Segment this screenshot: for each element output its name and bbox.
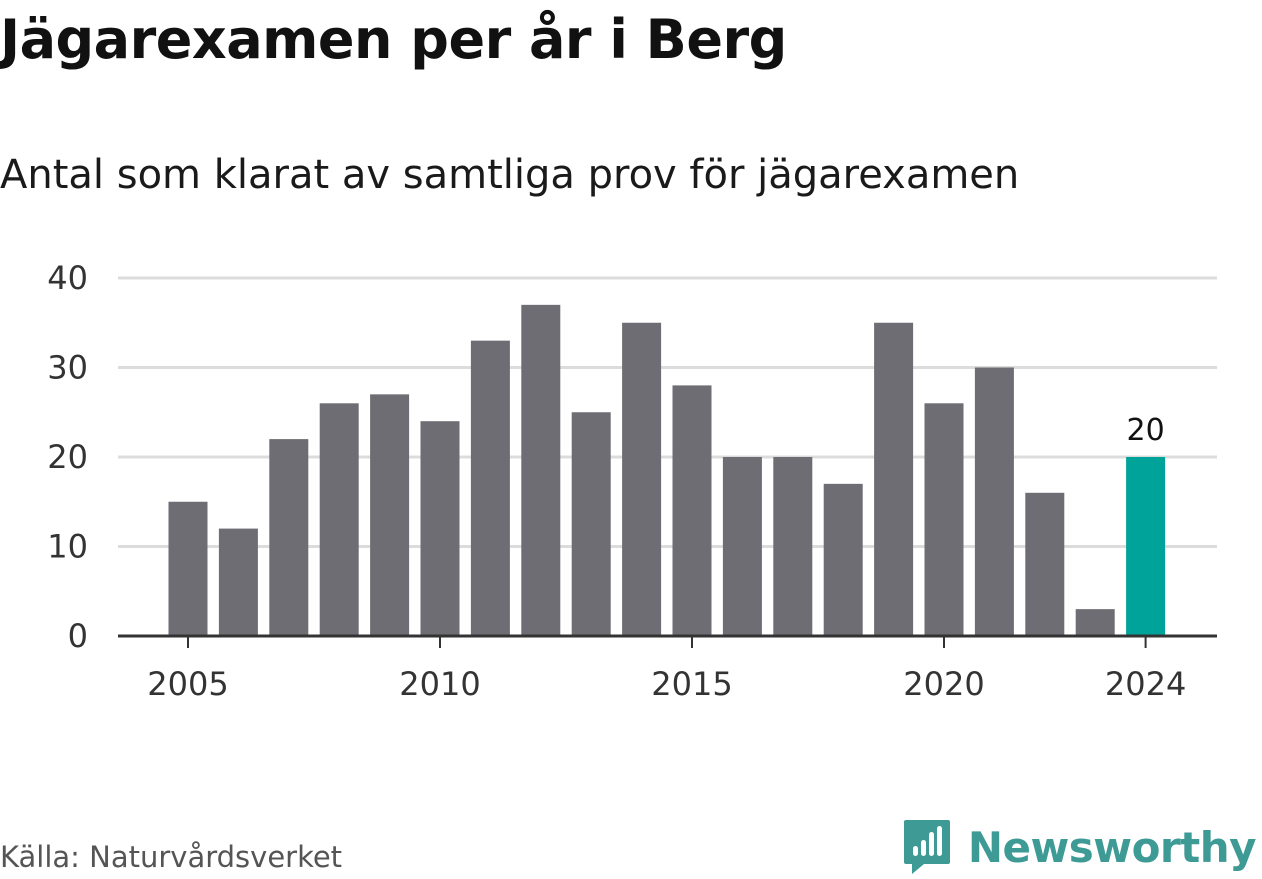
bar-2019 [874,322,914,636]
bar-2018 [823,483,863,636]
newsworthy-logo-icon [903,820,950,874]
y-tick-label: 10 [47,528,88,566]
chart-subtitle: Antal som klarat av samtliga prov för jä… [0,152,1020,198]
data-label-2024: 20 [1127,413,1165,448]
y-tick-label: 30 [47,349,88,387]
bar-2021 [974,367,1014,636]
brand-name: Newsworthy [967,822,1257,872]
bar-2006 [218,528,258,636]
bar-2007 [269,439,309,636]
bar-2010 [420,421,460,636]
bar-2005 [168,501,208,636]
x-tick-label: 2005 [147,665,228,703]
bar-2014 [622,322,662,636]
x-tick-label: 2020 [903,665,984,703]
bar-2015 [672,385,712,636]
y-tick-label: 40 [47,259,88,297]
y-tick-label: 20 [47,438,88,476]
x-axis-ticks: 2005 2010 2015 2020 2024 [147,636,1186,703]
bar-2011 [470,340,510,636]
bar-2013 [571,412,611,636]
bar-2024 [1126,457,1166,636]
y-tick-label: 0 [68,617,88,655]
x-tick-label: 2015 [651,665,732,703]
bar-2009 [370,394,410,636]
bar-chart: 0 10 20 30 40 2005 2010 2015 2020 2024 20 [47,259,1217,703]
brand-logo: Newsworthy [902,818,1257,876]
chart-title: Jägarexamen per år i Berg [0,8,787,71]
source-note: Källa: Naturvårdsverket [0,840,343,874]
data-labels: 20 [1127,413,1165,448]
bar-2022 [1025,492,1065,636]
x-tick-label: 2010 [399,665,480,703]
bar-2017 [773,457,813,636]
bar-2012 [521,304,561,636]
x-tick-label: 2024 [1105,665,1186,703]
bar-2016 [722,457,762,636]
bar-2020 [924,403,964,636]
y-axis-ticks: 0 10 20 30 40 [47,259,88,655]
bars [168,304,1166,636]
bar-2008 [319,403,359,636]
bar-2023 [1075,609,1115,636]
